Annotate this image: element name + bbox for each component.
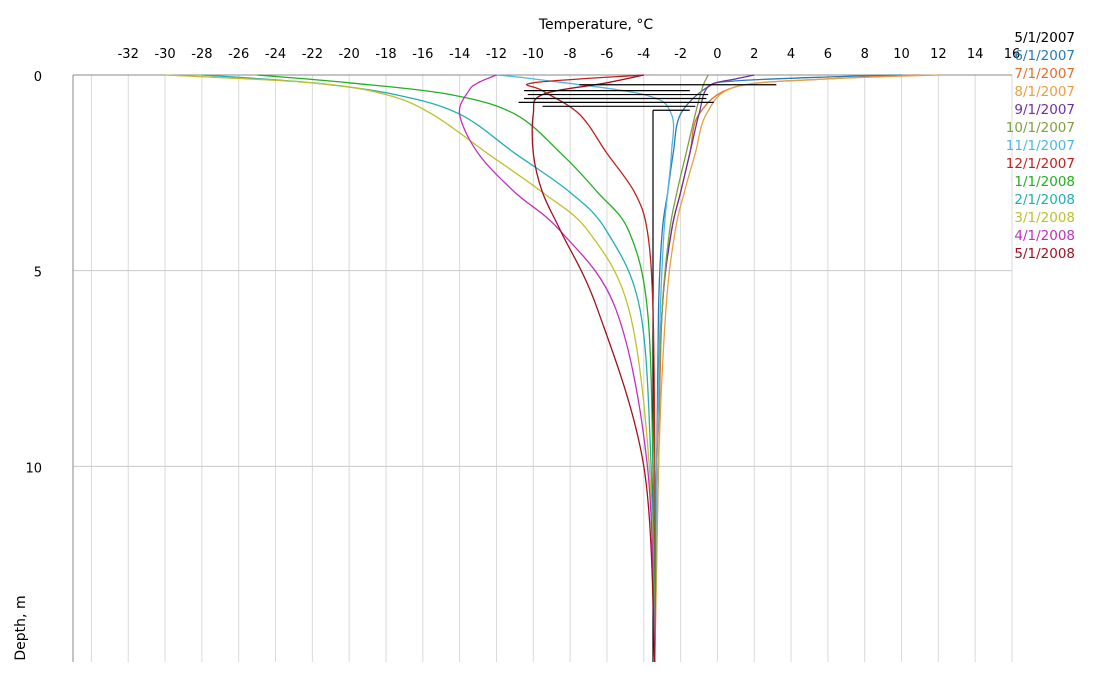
legend-entry: 6/1/2007: [1014, 48, 1075, 64]
series-lines: [165, 74, 939, 663]
legend-entry: 9/1/2007: [1014, 102, 1075, 118]
x-tick-label: -18: [375, 47, 396, 62]
x-tick-label: -22: [302, 47, 323, 62]
x-tick-label: -8: [564, 47, 577, 62]
grid-lines: [73, 74, 1013, 662]
series-line: [654, 74, 920, 663]
legend-entry: 3/1/2008: [1014, 210, 1075, 226]
x-tick-labels: -32 -30 -28 -26 -24 -22 -20 -18 -16 -14 -12 -10 -8 -6…: [118, 47, 1021, 62]
series-line: [165, 74, 656, 663]
x-tick-label: 8: [861, 47, 869, 62]
annotation-segments: [518, 84, 777, 111]
y-tick-label: 10: [25, 461, 42, 476]
x-tick-label: -20: [339, 47, 360, 62]
x-tick-label: 16: [1004, 47, 1021, 62]
x-tick-label: -24: [265, 47, 286, 62]
x-tick-label: 2: [750, 47, 758, 62]
legend-entry: 5/1/2008: [1014, 246, 1075, 262]
series-line: [654, 74, 755, 663]
y-tick-labels: 0 5 10: [25, 70, 42, 476]
x-tick-label: -30: [154, 47, 175, 62]
y-tick-label: 0: [34, 70, 42, 85]
x-tick-label: -26: [228, 47, 249, 62]
y-tick-label: 5: [34, 266, 42, 281]
plot-frame: [72, 74, 1012, 662]
x-tick-label: -10: [523, 47, 544, 62]
x-tick-label: 4: [787, 47, 795, 62]
legend-entry: 4/1/2008: [1014, 228, 1075, 244]
legend-entry: 10/1/2007: [1006, 120, 1075, 136]
legend-entry: 1/1/2008: [1014, 174, 1075, 190]
series-line: [525, 74, 656, 663]
series-line: [654, 74, 939, 663]
x-tick-label: -6: [600, 47, 613, 62]
x-tick-label: 14: [967, 47, 984, 62]
x-tick-label: -12: [486, 47, 507, 62]
series-line: [496, 74, 675, 663]
legend-entry: 2/1/2008: [1014, 192, 1075, 208]
legend-entry: 5/1/2007: [1014, 30, 1075, 46]
x-tick-label: -2: [674, 47, 687, 62]
legend: 5/1/2007 6/1/2007 7/1/2007 8/1/2007 9/1/2007…: [1006, 30, 1075, 262]
series-line: [201, 74, 656, 663]
x-tick-label: 10: [893, 47, 910, 62]
x-tick-label: 12: [930, 47, 947, 62]
x-tick-label: 0: [713, 47, 721, 62]
x-tick-label: -28: [191, 47, 212, 62]
x-tick-label: 6: [824, 47, 832, 62]
x-tick-label: -32: [118, 47, 139, 62]
legend-entry: 8/1/2007: [1014, 84, 1075, 100]
series-line: [531, 74, 656, 663]
series-line: [257, 74, 656, 663]
x-tick-label: -16: [412, 47, 433, 62]
x-tick-label: -14: [449, 47, 470, 62]
y-axis-title: Depth, m: [13, 595, 29, 660]
x-axis-title: Temperature, °C: [538, 17, 654, 33]
series-line: [458, 74, 656, 663]
legend-entry: 7/1/2007: [1014, 66, 1075, 82]
legend-entry: 11/1/2007: [1006, 138, 1075, 154]
x-tick-label: -4: [637, 47, 650, 62]
legend-entry: 12/1/2007: [1006, 156, 1075, 172]
